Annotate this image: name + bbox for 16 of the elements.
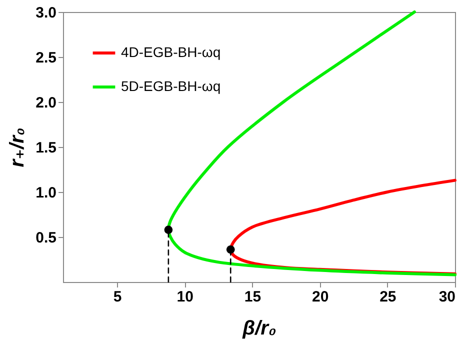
legend-label: 4D-EGB-BH-ωq [121, 44, 221, 60]
y-tick-label: 3.0 [36, 4, 56, 22]
x-tick-label: 5 [113, 288, 122, 306]
x-tick-label: 15 [244, 288, 262, 306]
y-tick-label: 1.0 [36, 184, 56, 202]
legend-label: 5D-EGB-BH-ωq [121, 78, 221, 94]
x-tick-label: 20 [312, 288, 329, 306]
y-tick-label: 1.5 [36, 140, 56, 156]
x-tick-label: 25 [380, 288, 396, 306]
y-tick-label: 0.5 [36, 230, 56, 246]
y-tick-label: 2.5 [36, 50, 56, 66]
y-axis-title: r₊/r₀ [6, 128, 29, 168]
x-tick-label: 30 [438, 288, 456, 306]
x-tick-label: 10 [176, 288, 194, 306]
y-tick-label: 2.0 [36, 94, 56, 112]
x-axis-title: β/r₀ [242, 318, 276, 340]
